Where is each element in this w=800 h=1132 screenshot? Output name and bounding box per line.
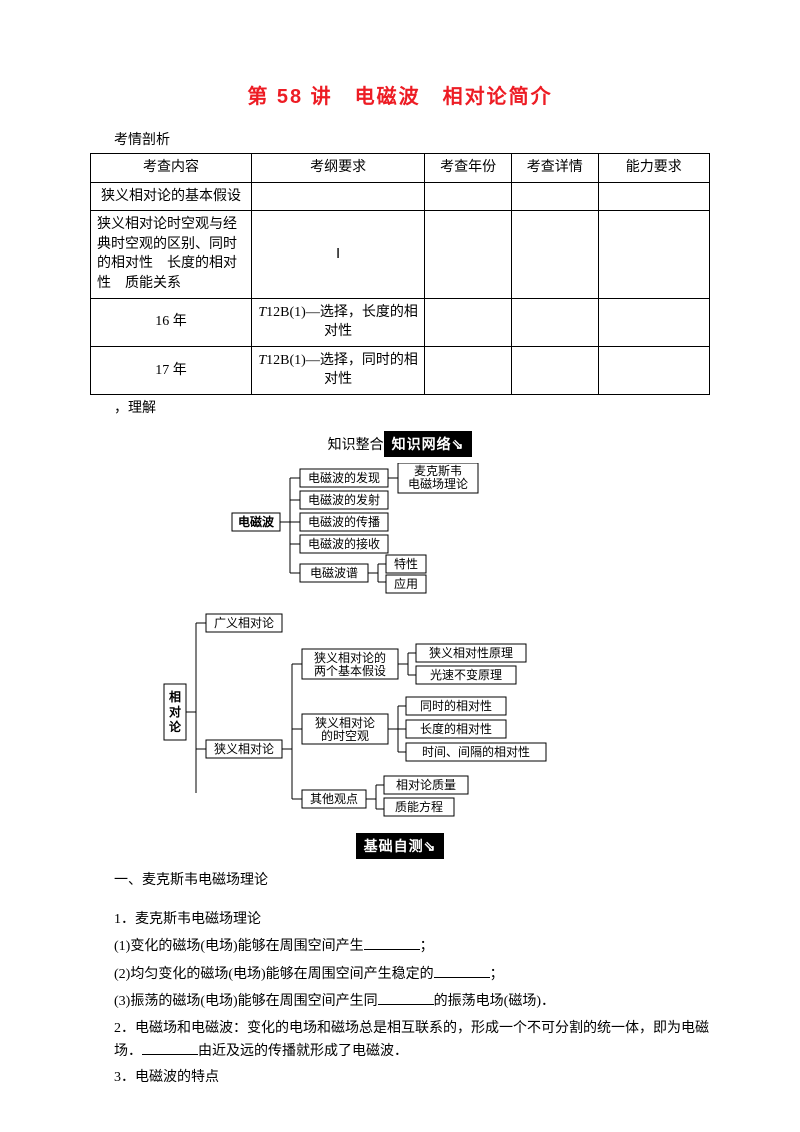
table-row: 狭义相对论时空观与经典时空观的区别、同时的相对性 长度的相对性 质能关系 Ⅰ	[91, 211, 710, 298]
diagram-1-svg: 电磁波 电磁波的发现 电磁波的发射 电磁波的传播 电磁波的接收 电磁波谱 麦克斯…	[220, 463, 580, 603]
td	[511, 298, 598, 346]
basics-heading: 基础自测⇘	[90, 833, 710, 859]
page-title: 第 58 讲 电磁波 相对论简介	[90, 80, 710, 109]
table-header-row: 考查内容 考纲要求 考查年份 考查详情 能力要求	[91, 154, 710, 183]
td	[598, 346, 709, 394]
td: 狭义相对论时空观与经典时空观的区别、同时的相对性 长度的相对性 质能关系	[91, 211, 252, 298]
basics-badge: 基础自测⇘	[356, 833, 445, 859]
p1-2: (2)均匀变化的磁场(电场)能够在周围空间产生稳定的；	[114, 963, 710, 986]
svg-text:电磁波谱: 电磁波谱	[310, 565, 358, 580]
svg-text:相对论质量: 相对论质量	[396, 778, 456, 792]
p1-head: 1．麦克斯韦电磁场理论	[114, 909, 710, 931]
td: 狭义相对论的基本假设	[91, 182, 252, 211]
blank	[142, 1040, 198, 1055]
exam-table: 考查内容 考纲要求 考查年份 考查详情 能力要求 狭义相对论的基本假设 狭义相对…	[90, 153, 710, 395]
diagram-2: 相 对 论 广义相对论 狭义相对论 狭义相对论的 两个基本假设 狭义相对论 的时…	[90, 609, 710, 819]
table-row: 狭义相对论的基本假设	[91, 182, 710, 211]
td	[511, 182, 598, 211]
svg-text:电磁波的接收: 电磁波的接收	[308, 536, 380, 551]
p3: 3．电磁波的特点	[114, 1067, 710, 1089]
svg-text:的时空观: 的时空观	[321, 728, 369, 743]
th: 考查内容	[91, 154, 252, 183]
td	[425, 211, 512, 298]
svg-text:麦克斯韦: 麦克斯韦	[414, 464, 462, 478]
td	[598, 182, 709, 211]
th: 能力要求	[598, 154, 709, 183]
svg-text:光速不变原理: 光速不变原理	[430, 667, 502, 682]
p1-1: (1)变化的磁场(电场)能够在周围空间产生；	[114, 935, 710, 958]
td	[598, 298, 709, 346]
diagram-2-svg: 相 对 论 广义相对论 狭义相对论 狭义相对论的 两个基本假设 狭义相对论 的时…	[160, 609, 640, 819]
after-table-text: ，理解	[114, 397, 710, 417]
svg-text:广义相对论: 广义相对论	[214, 616, 274, 630]
th: 考查年份	[425, 154, 512, 183]
knowledge-heading: 知识整合知识网络⇘	[90, 431, 710, 457]
blank	[434, 963, 490, 978]
svg-text:两个基本假设: 两个基本假设	[314, 664, 386, 678]
td: T12B(1)—选择，长度的相对性	[251, 298, 424, 346]
svg-text:特性: 特性	[394, 556, 418, 571]
knowledge-prefix: 知识整合	[328, 438, 384, 453]
td	[598, 211, 709, 298]
svg-text:电磁波的传播: 电磁波的传播	[308, 514, 380, 529]
th: 考纲要求	[251, 154, 424, 183]
blank	[364, 935, 420, 950]
knowledge-badge: 知识网络⇘	[384, 431, 473, 457]
svg-text:论: 论	[169, 719, 182, 734]
td	[425, 346, 512, 394]
diagram-1: 电磁波 电磁波的发现 电磁波的发射 电磁波的传播 电磁波的接收 电磁波谱 麦克斯…	[90, 463, 710, 603]
blank	[378, 990, 434, 1005]
svg-text:对: 对	[169, 704, 181, 719]
svg-text:电磁波: 电磁波	[238, 514, 275, 529]
td: T12B(1)—选择，同时的相对性	[251, 346, 424, 394]
p1-3: (3)振荡的磁场(电场)能够在周围空间产生同的振荡电场(磁场)．	[114, 990, 710, 1013]
svg-text:电磁波的发现: 电磁波的发现	[308, 470, 380, 485]
td	[425, 298, 512, 346]
svg-text:长度的相对性: 长度的相对性	[420, 721, 492, 736]
svg-text:电磁场理论: 电磁场理论	[408, 476, 468, 491]
svg-text:狭义相对论: 狭义相对论	[214, 742, 274, 756]
svg-text:狭义相对论: 狭义相对论	[315, 716, 375, 730]
table-row: 16 年 T12B(1)—选择，长度的相对性	[91, 298, 710, 346]
svg-text:其他观点: 其他观点	[310, 792, 358, 806]
svg-text:质能方程: 质能方程	[395, 799, 443, 814]
table-row: 17 年 T12B(1)—选择，同时的相对性	[91, 346, 710, 394]
td: 17 年	[91, 346, 252, 394]
svg-text:时间、间隔的相对性: 时间、间隔的相对性	[422, 744, 530, 759]
p2: 2．电磁场和电磁波：变化的电场和磁场总是相互联系的，形成一个不可分割的统一体，即…	[114, 1018, 710, 1064]
td: 16 年	[91, 298, 252, 346]
svg-text:应用: 应用	[394, 576, 418, 591]
td	[425, 182, 512, 211]
svg-text:狭义相对论的: 狭义相对论的	[314, 650, 386, 665]
td	[511, 211, 598, 298]
th: 考查详情	[511, 154, 598, 183]
svg-text:狭义相对性原理: 狭义相对性原理	[429, 646, 513, 660]
td	[251, 182, 424, 211]
svg-text:电磁波的发射: 电磁波的发射	[308, 492, 380, 507]
svg-text:相: 相	[169, 689, 181, 704]
td: Ⅰ	[251, 211, 424, 298]
exam-section-label: 考情剖析	[114, 129, 710, 149]
td	[511, 346, 598, 394]
svg-text:同时的相对性: 同时的相对性	[420, 698, 492, 713]
section-1-head: 一、麦克斯韦电磁场理论	[114, 869, 710, 889]
